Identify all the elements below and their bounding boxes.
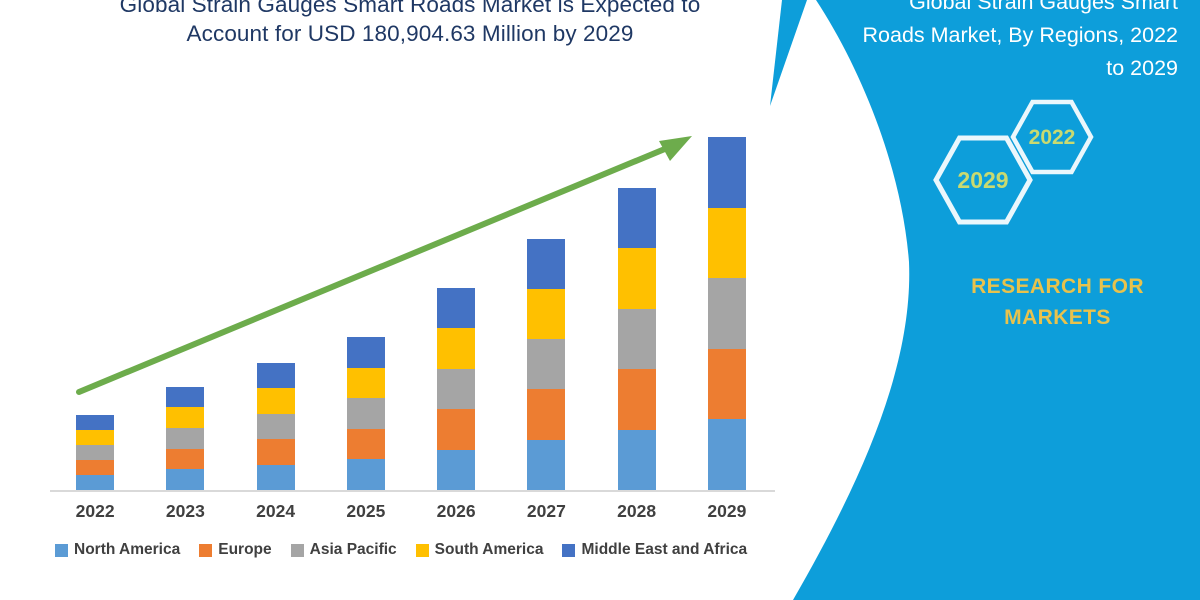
bar-segment-south-america (707, 207, 746, 279)
bar-segment-north-america (527, 439, 566, 490)
bar-segment-europe (437, 409, 476, 450)
bar-segment-europe (166, 448, 205, 470)
bar-segment-middle-east-and-africa (437, 287, 476, 328)
x-axis-label: 2022 (75, 501, 115, 521)
bar-segment-south-america (437, 328, 476, 369)
legend-label: Middle East and Africa (581, 541, 748, 558)
bar-segment-middle-east-and-africa (256, 363, 295, 389)
bar-segment-north-america (346, 459, 385, 490)
chart-title-line2: Account for USD 180,904.63 Million by 20… (186, 21, 634, 46)
bar-segment-north-america (617, 429, 656, 490)
bar-2022 (76, 415, 115, 490)
bar-slot (50, 134, 140, 490)
bar-segment-north-america (166, 469, 205, 490)
legend-item: South America (415, 541, 544, 559)
bar-segment-south-america (617, 248, 656, 309)
bar-segment-asia-pacific (256, 413, 295, 440)
x-axis-line (50, 490, 775, 492)
hexagon-2022-icon (1010, 99, 1094, 175)
x-axis-labels: 2022 2023 2024 2025 2026 2027 2028 2029 (50, 501, 772, 522)
bar-segment-south-america (346, 367, 385, 399)
bar-2024 (256, 363, 295, 490)
legend-swatch-icon (290, 543, 304, 557)
brand-line1: RESEARCH FOR (971, 275, 1144, 298)
chart-legend: North America Europe Asia Pacific South Ame… (55, 541, 795, 559)
bar-slot (501, 134, 591, 490)
x-axis-label: 2025 (346, 501, 386, 521)
bar-segment-asia-pacific (166, 427, 205, 449)
bar-segment-asia-pacific (437, 368, 476, 409)
legend-label: South America (434, 541, 544, 558)
legend-swatch-icon (562, 543, 576, 557)
bar-segment-europe (617, 369, 656, 430)
bar-slot (411, 134, 501, 490)
bar-segment-middle-east-and-africa (346, 337, 385, 368)
panel-title-line1: Global Strain Gauges Smart (909, 0, 1178, 14)
panel-title-line2: Roads Market, By Regions, 2022 (862, 23, 1179, 47)
bar-segment-europe (76, 460, 115, 475)
x-axis-label: 2029 (707, 501, 747, 521)
brand-line2: MARKETS (1004, 306, 1111, 329)
chart-title: Global Strain Gauges Smart Roads Market … (15, 0, 805, 48)
bar-segment-south-america (166, 407, 205, 428)
bar-slot (592, 134, 682, 490)
bar-segment-middle-east-and-africa (617, 187, 656, 248)
legend-label: Europe (218, 541, 272, 558)
bar-2025 (346, 337, 385, 490)
brand-text: RESEARCH FOR MARKETS (940, 271, 1175, 333)
bar-segment-middle-east-and-africa (166, 386, 205, 408)
bar-segment-north-america (256, 464, 295, 490)
chart-title-line1: Global Strain Gauges Smart Roads Market … (119, 0, 701, 17)
hexagon-2022-label: 2022 (1029, 126, 1076, 149)
bar-segment-asia-pacific (346, 398, 385, 429)
bar-segment-europe (707, 348, 746, 420)
bar-segment-asia-pacific (527, 339, 566, 390)
x-axis-label: 2028 (617, 501, 657, 521)
legend-label: Asia Pacific (309, 541, 397, 558)
panel-title: Global Strain Gauges Smart Roads Market,… (808, 0, 1179, 85)
bar-slot (140, 134, 230, 490)
legend-item: Asia Pacific (290, 541, 397, 559)
bar-segment-middle-east-and-africa (527, 238, 566, 289)
bar-segment-north-america (76, 475, 115, 490)
legend-item: Middle East and Africa (562, 541, 747, 559)
bar-segment-asia-pacific (617, 308, 656, 369)
legend-swatch-icon (199, 543, 213, 557)
bar-segment-south-america (76, 430, 115, 445)
bar-segment-south-america (527, 288, 566, 340)
legend-label: North America (74, 541, 181, 558)
bar-segment-asia-pacific (76, 445, 115, 460)
panel-title-line3: to 2029 (1106, 56, 1178, 80)
bar-segment-north-america (437, 449, 476, 490)
bar-2026 (437, 287, 476, 490)
bar-slot (231, 134, 321, 490)
x-axis-label: 2024 (256, 501, 296, 521)
legend-swatch-icon (415, 543, 429, 557)
bar-segment-europe (527, 389, 566, 440)
x-axis-label: 2027 (526, 501, 566, 521)
x-axis-label: 2023 (165, 501, 205, 521)
bar-2029 (707, 137, 746, 490)
legend-item: Europe (199, 541, 272, 559)
bar-segment-south-america (256, 388, 295, 414)
bar-2027 (527, 238, 566, 490)
bar-segment-middle-east-and-africa (76, 415, 115, 430)
bar-segment-middle-east-and-africa (707, 137, 746, 208)
legend-swatch-icon (55, 543, 68, 557)
hexagon-2029-icon (933, 135, 1033, 225)
bar-slot (682, 134, 772, 490)
bar-2028 (617, 187, 656, 490)
legend-item: North America (55, 541, 180, 559)
bar-2023 (166, 386, 205, 490)
bar-segment-europe (256, 439, 295, 465)
bar-segment-north-america (707, 419, 746, 490)
hexagon-2029-label: 2029 (957, 167, 1008, 193)
bar-slot (321, 134, 411, 490)
bar-segment-asia-pacific (707, 278, 746, 349)
bar-chart (50, 134, 772, 490)
x-axis-label: 2026 (436, 501, 476, 521)
bar-segment-europe (346, 428, 385, 460)
